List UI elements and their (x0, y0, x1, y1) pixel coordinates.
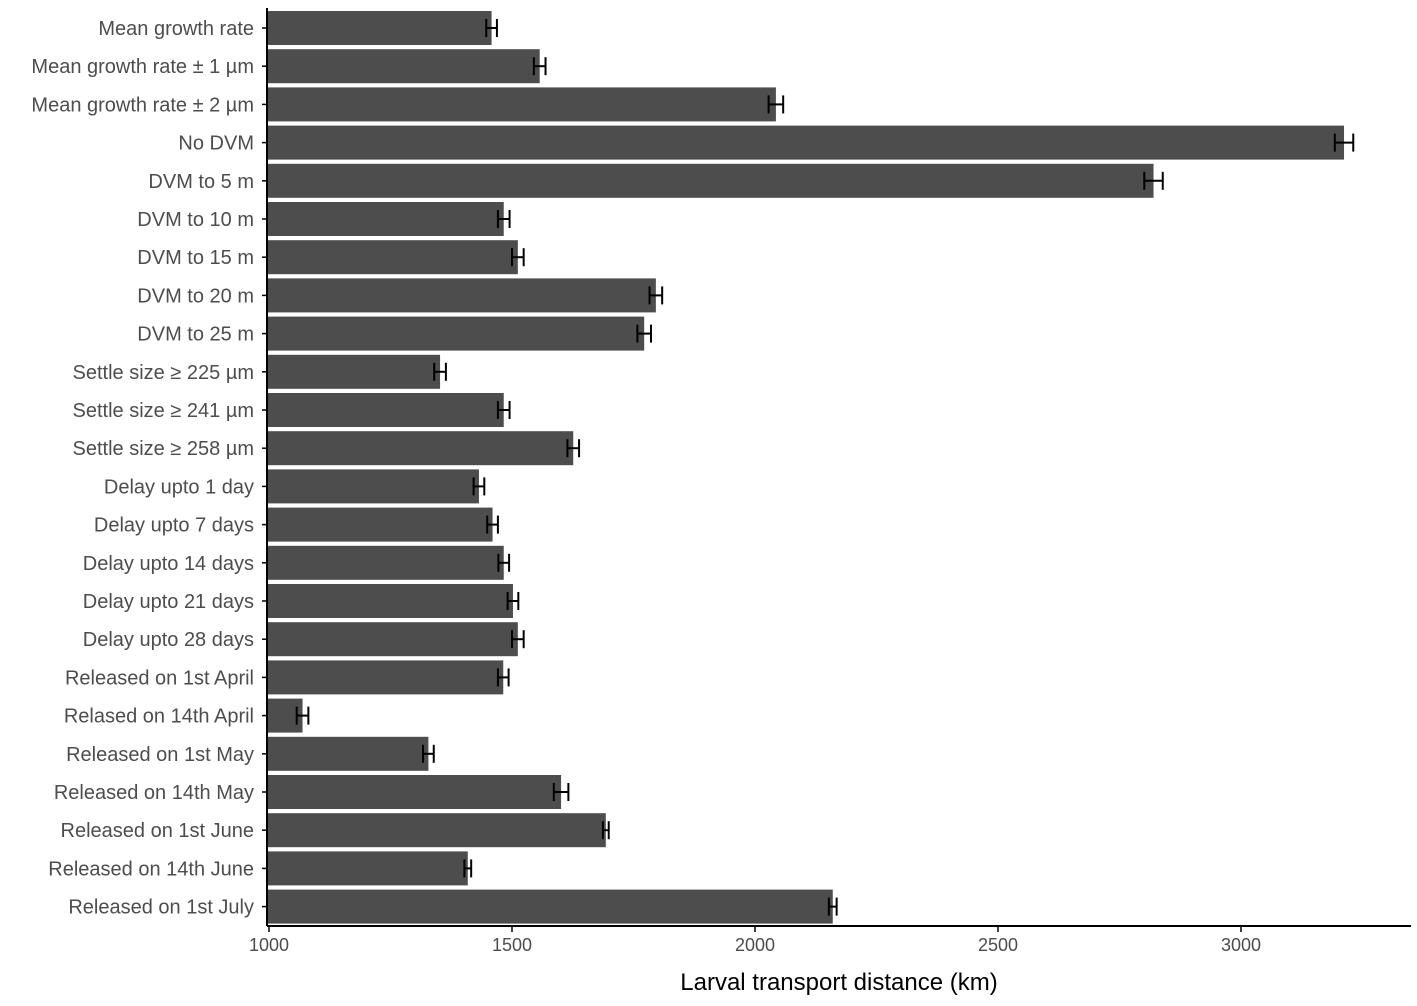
y-tick-label: Released on 14th June (48, 858, 254, 880)
bar (268, 125, 1345, 160)
bar (268, 316, 645, 351)
y-tick-label: Settle size ≥ 241 µm (73, 400, 254, 422)
y-tick-label: DVM to 25 m (137, 324, 254, 346)
y-tick-label: Mean growth rate ± 2 µm (31, 94, 254, 116)
y-axis: Mean growth rate Mean growth rate ± 1 µm M… (31, 8, 268, 926)
bar (268, 431, 574, 466)
bar (268, 813, 606, 848)
bar (268, 11, 492, 45)
bar (268, 202, 504, 236)
y-tick-label: Released on 1st May (66, 744, 254, 766)
bar (268, 49, 540, 84)
y-tick-label: Relased on 14th April (64, 706, 254, 728)
bar (268, 584, 513, 618)
y-tick-label: Delay upto 28 days (83, 629, 254, 651)
bar (268, 278, 656, 313)
bar (268, 354, 441, 389)
x-tick-label: 1000 (249, 935, 289, 955)
y-tick-label: Delay upto 7 days (94, 515, 254, 537)
bar (268, 889, 833, 924)
y-tick-label: Mean growth rate (98, 18, 254, 40)
y-tick-label: DVM to 5 m (148, 171, 254, 193)
y-tick-label: DVM to 20 m (137, 285, 254, 307)
y-tick-label: Delay upto 1 day (104, 476, 254, 498)
bar (268, 87, 776, 122)
bar (268, 736, 429, 771)
y-tick-label: Mean growth rate ± 1 µm (31, 56, 254, 78)
x-axis: 1000 1500 2000 2500 3000 (249, 925, 1411, 955)
bar (268, 622, 518, 657)
bar (268, 163, 1154, 198)
x-axis-title: Larval transport distance (km) (680, 969, 997, 996)
y-tick-label: DVM to 10 m (137, 209, 254, 231)
x-tick-label: 2500 (978, 935, 1018, 955)
bar (268, 393, 504, 427)
y-tick-label: Released on 14th May (54, 782, 254, 804)
y-tick-label: DVM to 15 m (137, 247, 254, 269)
x-tick-label: 3000 (1221, 935, 1261, 955)
y-tick-label: Settle size ≥ 225 µm (73, 362, 254, 384)
x-tick-label: 1500 (492, 935, 532, 955)
bar (268, 851, 468, 886)
bar (268, 545, 504, 580)
y-tick-label: Delay upto 14 days (83, 553, 254, 575)
bar (268, 775, 562, 809)
error-bars-layer (295, 19, 1355, 916)
y-tick-label: Released on 1st July (68, 897, 254, 919)
y-tick-label: No DVM (178, 133, 254, 155)
bar (268, 240, 518, 275)
x-tick-label: 2000 (735, 935, 775, 955)
bars-layer (268, 11, 1345, 924)
bar (268, 507, 493, 542)
bar (268, 660, 504, 695)
bar (268, 469, 479, 504)
y-tick-label: Delay upto 21 days (83, 591, 254, 613)
y-tick-label: Released on 1st April (65, 667, 254, 689)
y-tick-label: Settle size ≥ 258 µm (73, 438, 254, 460)
y-tick-label: Released on 1st June (61, 820, 254, 842)
